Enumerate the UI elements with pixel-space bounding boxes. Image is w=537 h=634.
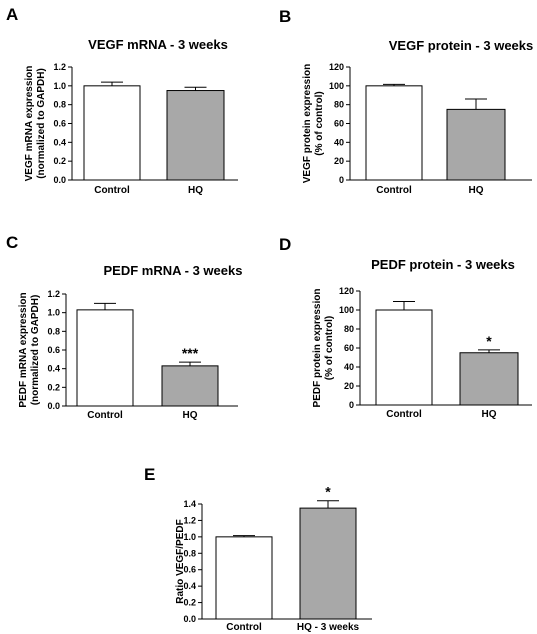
panel-e-category-label: Control [226,622,262,633]
panel-a-category-label: HQ [188,185,203,196]
panel-e-bar-control [215,536,273,620]
panel-d-bar-control [375,309,433,406]
panel-e-y-tick-label: 0.2 [183,598,196,608]
panel-b-category-label: HQ [469,185,484,196]
panel-a-y-label: VEGF mRNA expression [24,66,35,182]
panel-d-y-tick-label: 20 [344,381,354,391]
panel-d-category-label: Control [386,409,422,420]
panel-d-y-tick-label: 80 [344,324,354,334]
panel-b-y-tick-label: 80 [334,100,344,110]
panel-a-title: VEGF mRNA - 3 weeks [88,37,228,52]
panel-c-y-tick-label: 0.0 [47,401,60,411]
panel-d-significance-label: * [486,333,492,349]
panel-e-y-tick-label: 0.0 [183,614,196,624]
panel-b-y-tick-label: 100 [329,81,344,91]
panel-d-y-tick-label: 0 [349,400,354,410]
panel-e-y-tick-label: 1.4 [183,499,196,509]
panel-a-bar-control [83,85,141,181]
panel-e-significance-label: * [325,484,331,500]
panel-d-y-label: (% of control) [324,316,335,380]
panel-c-category-label: Control [87,410,123,421]
panel-c-y-tick-label: 0.2 [47,382,60,392]
panel-e-y-tick-label: 1.0 [183,532,196,542]
panel-c-y-tick-label: 1.2 [47,289,60,299]
panel-b-bar-control [365,85,423,181]
panel-c-y-tick-label: 0.6 [47,345,60,355]
panel-a-y-tick-label: 1.2 [53,62,66,72]
panel-c-y-tick-label: 0.8 [47,326,60,336]
panel-d-y-tick-label: 40 [344,362,354,372]
panel-d-letter: D [279,235,291,254]
panel-b-y-tick-label: 20 [334,156,344,166]
panel-b-y-tick-label: 40 [334,137,344,147]
panel-a-y-tick-label: 0.6 [53,119,66,129]
panel-b-y-tick-label: 0 [339,175,344,185]
panel-e-y-label: Ratio VEGF/PEDF [175,519,186,603]
panel-c-y-label: (normalized to GAPDH) [30,295,41,406]
panel-a-y-label: (normalized to GAPDH) [36,68,47,179]
panel-e-y-tick-label: 0.4 [183,581,196,591]
panel-c-title: PEDF mRNA - 3 weeks [104,263,243,278]
panel-c-chart: C PEDF mRNA - 3 weeks 0.0 0.2 0.4 0.6 0.8 1.0 1.… [6,233,242,421]
panel-d-y-tick-label: 100 [339,305,354,315]
panel-b-title: VEGF protein - 3 weeks [389,38,534,53]
panel-e-y-tick-label: 0.6 [183,565,196,575]
panel-d-y-tick-label: 60 [344,343,354,353]
panel-a-category-label: Control [94,185,130,196]
panel-a-y-tick-label: 0.8 [53,100,66,110]
panel-d-y-tick-label: 120 [339,286,354,296]
panel-b-category-label: Control [376,185,412,196]
panel-d-chart: D PEDF protein - 3 weeks 0 20 40 60 80 100 120 PE… [279,235,532,420]
panel-b-bar-hq [446,108,506,181]
panel-d-category-label: HQ [482,409,497,420]
panel-b-y-tick-label: 60 [334,119,344,129]
panel-a-y-tick-label: 1.0 [53,81,66,91]
panel-c-bar-control [76,309,134,407]
panel-b-y-label: (% of control) [314,91,325,155]
panel-d-y-label: PEDF protein expression [312,289,323,408]
panel-e-y-tick-label: 1.2 [183,515,196,525]
panel-a-chart: A VEGF mRNA - 3 weeks 0.0 0.2 0.4 0.6 0.8 1.0 1.… [6,5,238,196]
panel-a-y-tick-label: 0.0 [53,175,66,185]
panel-a-bar-hq [166,90,225,181]
panel-c-y-tick-label: 0.4 [47,364,60,374]
panel-c-category-label: HQ [183,410,198,421]
panel-c-y-tick-label: 1.0 [47,308,60,318]
panel-a-letter: A [6,5,18,24]
panel-e-letter: E [144,465,155,484]
panel-a-y-tick-label: 0.2 [53,156,66,166]
panel-e-chart: E 0.0 0.2 0.4 0.6 0.8 1.0 1.2 1.4 Ratio VEGF/PEDF… [144,465,372,633]
panel-d-bar-hq [459,352,519,406]
panel-d-title: PEDF protein - 3 weeks [371,257,515,272]
panel-a-y-tick-label: 0.4 [53,137,66,147]
panel-b-y-tick-label: 120 [329,62,344,72]
panel-b-chart: B VEGF protein - 3 weeks 0 20 40 60 80 100 120 VE… [279,7,533,196]
panel-c-letter: C [6,233,18,252]
panel-e-y-tick-label: 0.8 [183,548,196,558]
panel-b-y-label: VEGF protein expression [302,64,313,183]
panel-c-bar-hq [161,365,219,407]
panel-b-letter: B [279,7,291,26]
panel-e-category-label: HQ - 3 weeks [297,622,360,633]
panel-c-significance-label: *** [182,345,199,361]
panel-c-y-label: PEDF mRNA expression [18,292,29,407]
panel-e-bar-hq-3-weeks [299,507,357,620]
